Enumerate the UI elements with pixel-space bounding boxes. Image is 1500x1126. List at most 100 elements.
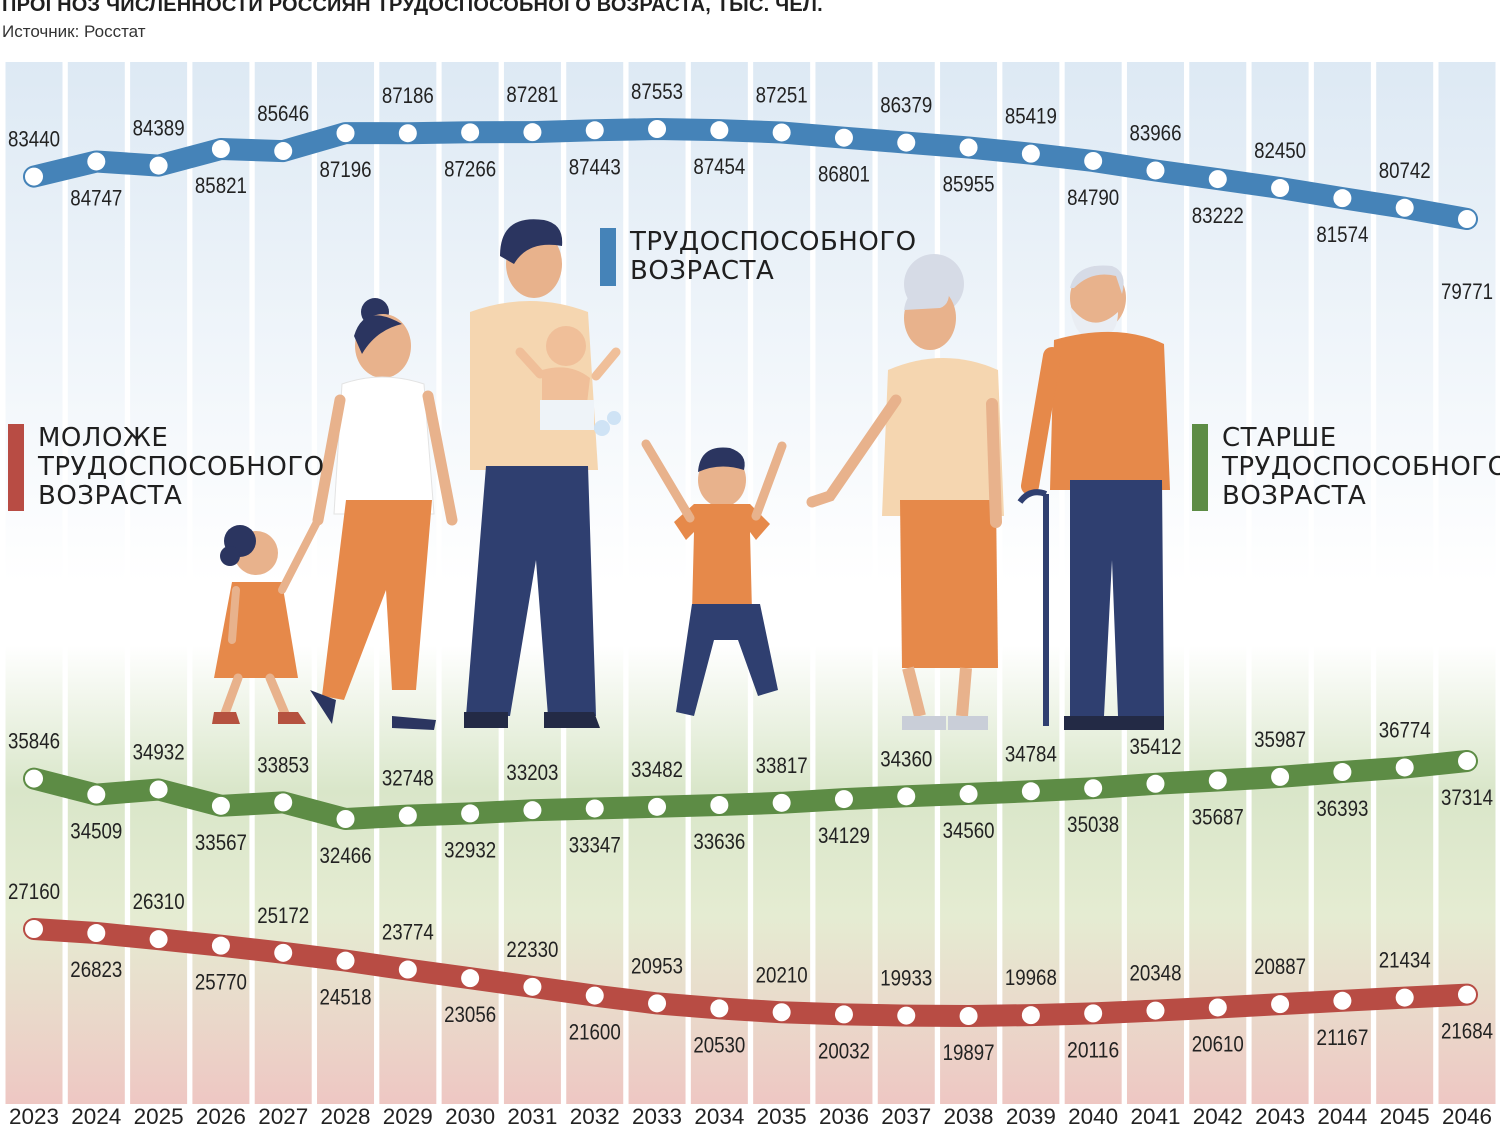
value-label: 21684 xyxy=(1441,1019,1493,1044)
woman-figure xyxy=(310,298,458,730)
value-label: 35038 xyxy=(1067,812,1119,837)
value-label: 20530 xyxy=(693,1032,745,1057)
data-point xyxy=(1458,985,1476,1004)
data-point xyxy=(1271,179,1290,198)
legend-working: ТРУДОСПОСОБНОГО ВОЗРАСТА xyxy=(600,228,917,286)
grandmother-figure xyxy=(806,254,1004,730)
value-label: 20953 xyxy=(631,953,683,978)
data-point xyxy=(1395,988,1414,1007)
data-point xyxy=(1021,782,1040,801)
data-point xyxy=(1084,779,1103,798)
data-point xyxy=(834,790,853,809)
year-column-2036 xyxy=(815,62,873,1104)
data-point xyxy=(1395,758,1414,777)
data-point xyxy=(1146,161,1165,180)
year-tick-label: 2027 xyxy=(258,1104,308,1126)
family-illustration xyxy=(212,219,1170,730)
value-label: 21167 xyxy=(1316,1025,1368,1050)
value-label: 33636 xyxy=(693,829,745,854)
data-point xyxy=(398,806,417,825)
value-label: 19897 xyxy=(943,1040,995,1065)
legend-working-line-2: ВОЗРАСТА xyxy=(630,256,775,286)
data-point xyxy=(461,123,480,142)
data-point xyxy=(897,787,916,806)
year-tick-label: 2034 xyxy=(694,1104,744,1126)
data-point xyxy=(959,784,978,803)
value-label: 35987 xyxy=(1254,727,1306,752)
year-column-2042 xyxy=(1189,62,1247,1104)
value-label: 85955 xyxy=(943,171,995,196)
source-note: Источник: Росстат xyxy=(2,22,146,41)
data-point xyxy=(1208,771,1227,790)
value-label: 87196 xyxy=(320,157,372,182)
value-label: 20116 xyxy=(1067,1037,1119,1062)
data-point xyxy=(274,793,293,812)
value-label: 19933 xyxy=(880,966,932,991)
value-label: 86379 xyxy=(880,93,932,118)
data-point xyxy=(149,780,168,799)
value-label: 85821 xyxy=(195,173,247,198)
data-point xyxy=(461,969,480,988)
value-label: 82450 xyxy=(1254,138,1306,163)
year-tick-label: 2026 xyxy=(196,1104,246,1126)
legend-young-line-2: ТРУДОСПОСОБНОГО xyxy=(38,452,325,482)
year-tick-label: 2024 xyxy=(71,1104,121,1126)
man-figure xyxy=(464,219,621,728)
data-point xyxy=(1271,767,1290,786)
value-label: 37314 xyxy=(1441,785,1493,810)
data-point xyxy=(25,769,43,788)
data-point xyxy=(834,1005,853,1024)
value-label: 22330 xyxy=(506,937,558,962)
value-label: 35412 xyxy=(1129,734,1181,759)
value-label: 20348 xyxy=(1129,961,1181,986)
data-point xyxy=(1021,1006,1040,1025)
value-label: 83966 xyxy=(1129,120,1181,145)
data-point xyxy=(648,120,667,138)
data-point xyxy=(25,167,43,186)
data-point xyxy=(1208,998,1227,1017)
data-point xyxy=(1021,144,1040,163)
legend-working-swatch xyxy=(600,228,616,286)
data-point xyxy=(149,156,168,175)
value-label: 19968 xyxy=(1005,965,1057,990)
series-lines xyxy=(23,118,1478,1027)
value-label: 23774 xyxy=(382,920,434,945)
series-line-2 xyxy=(23,918,1478,1027)
year-tick-label: 2042 xyxy=(1193,1104,1243,1126)
data-point xyxy=(834,128,853,147)
value-label: 34509 xyxy=(70,819,122,844)
data-point xyxy=(149,930,168,949)
value-label: 87281 xyxy=(506,82,558,107)
value-label: 33853 xyxy=(257,752,309,777)
value-label: 34129 xyxy=(818,823,870,848)
data-point xyxy=(772,793,791,812)
year-tick-label: 2035 xyxy=(757,1104,807,1126)
year-tick-label: 2039 xyxy=(1006,1104,1056,1126)
girl-figure xyxy=(212,516,322,724)
data-point xyxy=(87,924,106,943)
value-label: 34560 xyxy=(943,818,995,843)
data-point xyxy=(25,920,43,938)
data-point xyxy=(1333,189,1352,208)
data-point xyxy=(710,999,729,1018)
year-axis: 2023 2024 2025 2026 2027 2028 2029 2030 2031 2032… xyxy=(9,1104,1492,1126)
data-point xyxy=(1333,763,1352,782)
year-tick-label: 2031 xyxy=(507,1104,557,1126)
data-point xyxy=(523,123,542,142)
value-label: 33817 xyxy=(756,753,808,778)
value-label: 36393 xyxy=(1316,796,1368,821)
year-tick-label: 2037 xyxy=(881,1104,931,1126)
year-tick-label: 2040 xyxy=(1068,1104,1118,1126)
legend-young-line-1: МОЛОЖЕ xyxy=(38,423,169,453)
year-tick-label: 2038 xyxy=(944,1104,994,1126)
value-label: 27160 xyxy=(8,879,60,904)
data-point xyxy=(710,121,729,140)
value-label: 87186 xyxy=(382,83,434,108)
value-label: 20032 xyxy=(818,1038,870,1063)
value-label: 26310 xyxy=(133,889,185,914)
series-line-1 xyxy=(23,750,1478,830)
data-point xyxy=(1395,198,1414,217)
data-point xyxy=(87,152,106,171)
year-tick-label: 2023 xyxy=(9,1104,59,1126)
